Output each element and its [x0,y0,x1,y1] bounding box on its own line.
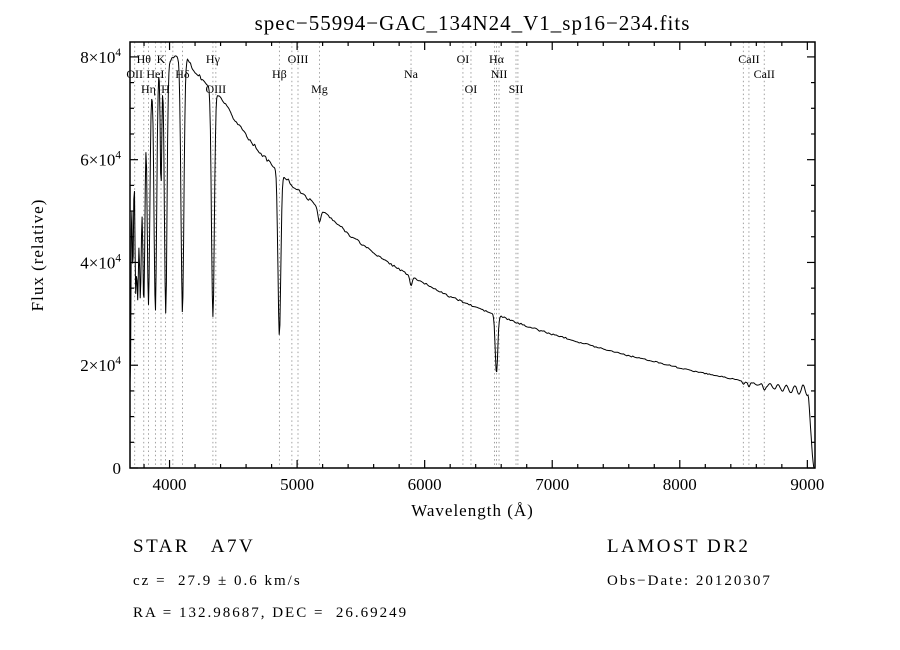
line-annotation: CaII [738,52,759,66]
axis-ticks: 4000 5000 6000 7000 8000 9000 0 2×104 4×104 6×104… [80,42,824,494]
tick-label: 8×104 [80,47,121,67]
object-classification: STAR A7V [133,536,256,557]
spectral-line-labels: Hθ K Hγ OIII OI Hα CaII OII HeI Hδ Hβ Na NII CaII Hη H O… [126,52,775,96]
x-axis-label: Wavelength (Å) [411,501,534,520]
tick-label: 7000 [535,475,569,494]
line-annotation: HeI [146,67,164,81]
line-annotation: OI [457,52,470,66]
ra-dec-coordinates: RA = 132.98687, DEC = 26.69249 [133,605,409,621]
tick-label: 2×104 [80,355,121,375]
line-annotation: OII [126,67,143,81]
line-annotation: Na [404,67,419,81]
line-annotation: CaII [754,67,775,81]
line-annotation: Hα [489,52,505,66]
plot-frame [129,41,816,469]
observation-date: Obs−Date: 20120307 [607,573,772,589]
tick-label: 9000 [790,475,824,494]
line-annotation: Hβ [272,67,287,81]
spectrum-trace [130,55,815,468]
line-annotation: Mg [311,82,328,96]
tick-label: 0 [113,459,122,478]
line-annotation: Hη [141,82,156,96]
tick-label: 8000 [663,475,697,494]
line-annotation: Hδ [175,67,190,81]
spectral-line-markers [134,42,765,468]
line-annotation: NII [491,67,508,81]
line-annotation: OI [465,82,478,96]
tick-label: 6×104 [80,150,121,170]
tick-label: 4×104 [80,252,121,272]
line-annotation: H [161,82,170,96]
radial-velocity: cz = 27.9 ± 0.6 km/s [133,573,302,589]
line-annotation: OIII [288,52,309,66]
line-annotation: SII [509,82,524,96]
spectrum-curve [130,55,815,468]
survey-release: LAMOST DR2 [607,536,751,557]
tick-label: 4000 [153,475,187,494]
tick-label: 5000 [280,475,314,494]
line-annotation: OIII [206,82,227,96]
plot-title: spec−55994−GAC_134N24_V1_sp16−234.fits [254,11,691,35]
line-annotation: Hθ [137,52,152,66]
tick-label: 6000 [408,475,442,494]
y-axis-label: Flux (relative) [28,198,47,312]
line-annotation: K [157,52,166,66]
line-annotation: Hγ [206,52,221,66]
